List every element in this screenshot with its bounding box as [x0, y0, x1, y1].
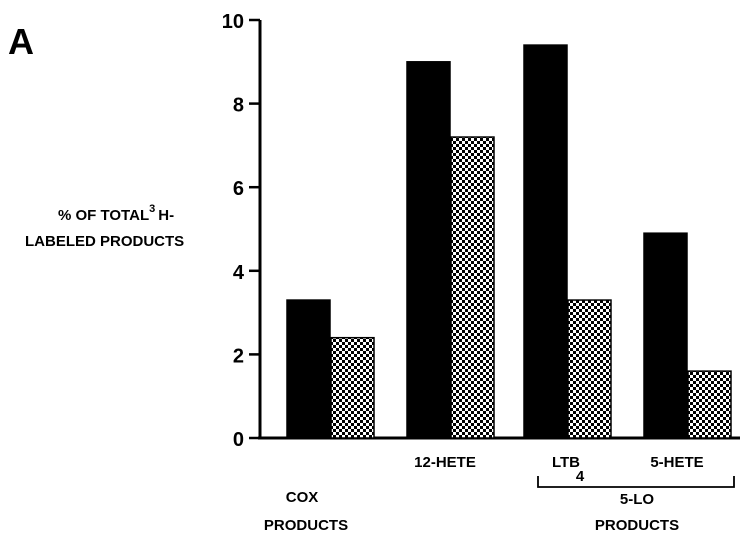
y-tick-label: 2 [233, 345, 244, 367]
category-label-cox: COX [286, 489, 319, 506]
group-bracket-label: 5-LO [620, 491, 655, 508]
group-bracket [537, 476, 735, 488]
y-tick-label: 6 [233, 178, 244, 200]
y-axis-label-suffix: H- [158, 207, 174, 224]
y-axis-label-line2: LABELED PRODUCTS [25, 233, 184, 250]
y-tick-label: 8 [233, 95, 244, 117]
category-label-ltb: LTB [552, 454, 580, 471]
y-tick-label: 0 [233, 429, 244, 451]
bar-checkered [450, 136, 495, 439]
bar-solid [406, 61, 451, 439]
y-axis-label-superscript: 3 [149, 203, 155, 215]
y-tick-label: 4 [233, 262, 245, 284]
category-label-12-hete: 12-HETE [414, 454, 476, 471]
category-label-5-hete: 5-HETE [650, 454, 703, 471]
y-tick-label: 10 [222, 11, 244, 33]
bar-solid [643, 232, 688, 439]
category-label-cox-line2: PRODUCTS [264, 517, 348, 534]
category-label-ltb4: LTB [552, 454, 580, 471]
bar-checkered [567, 299, 612, 439]
panel-label: A [8, 21, 34, 62]
bar-checkered [330, 336, 375, 439]
bar-checkered [687, 370, 732, 439]
y-axis-label-line1: % OF TOTAL3 H- [58, 203, 174, 224]
category-label-ltb4-subscript: 4 [576, 468, 585, 485]
group-bracket-label-line2: PRODUCTS [595, 517, 679, 534]
bar-solid [523, 44, 568, 439]
y-axis-label-text: % OF TOTAL [58, 207, 149, 224]
bar-solid [286, 299, 331, 439]
